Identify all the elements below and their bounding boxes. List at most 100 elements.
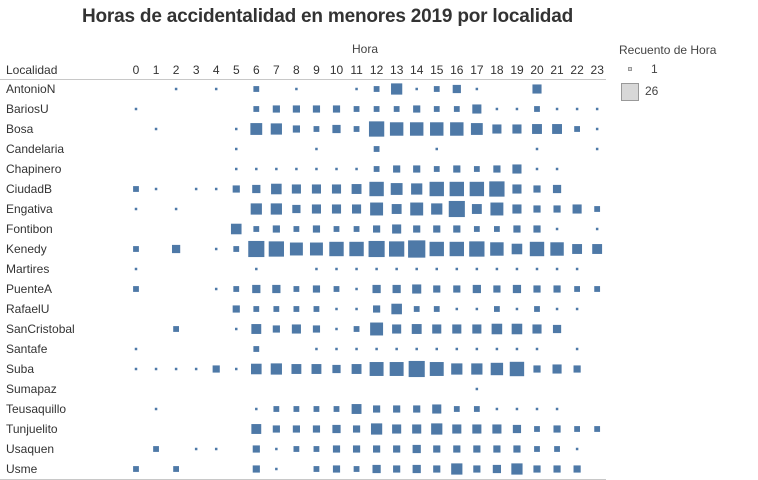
data-square: [475, 387, 479, 391]
data-square: [432, 404, 442, 414]
data-square: [173, 326, 179, 332]
hour-label: 12: [370, 63, 384, 77]
data-square: [235, 167, 238, 171]
data-square: [253, 306, 260, 312]
hour-label: 2: [173, 63, 180, 77]
data-square: [553, 465, 561, 473]
data-square: [594, 206, 601, 212]
data-square: [511, 243, 523, 255]
data-square: [311, 204, 321, 214]
data-square: [174, 207, 178, 211]
data-square: [352, 445, 361, 453]
data-square: [194, 367, 198, 371]
data-square: [495, 407, 499, 411]
data-square: [351, 184, 362, 194]
data-square: [595, 107, 599, 111]
row-label: Tunjuelito: [6, 422, 58, 436]
data-square: [412, 284, 422, 294]
data-square: [453, 285, 461, 293]
data-square: [513, 445, 521, 453]
data-square: [153, 446, 159, 452]
data-square: [535, 407, 539, 411]
data-square: [469, 181, 485, 197]
data-square: [373, 146, 380, 152]
data-square: [575, 267, 579, 271]
data-square: [250, 203, 262, 215]
data-square: [293, 446, 300, 452]
data-square: [270, 363, 282, 375]
data-square: [455, 347, 459, 351]
data-square: [194, 187, 198, 191]
data-square: [253, 226, 260, 232]
data-square: [472, 104, 482, 114]
data-square: [291, 364, 302, 374]
data-square: [448, 200, 465, 218]
data-square: [552, 364, 562, 374]
hour-label: 6: [253, 63, 260, 77]
data-square: [370, 202, 384, 216]
data-square: [389, 362, 404, 376]
data-square: [452, 84, 461, 94]
data-square: [432, 324, 442, 334]
data-square: [332, 124, 341, 134]
row-label: Kenedy: [6, 242, 47, 256]
data-square: [272, 325, 280, 333]
data-square: [572, 244, 583, 254]
data-square: [271, 183, 282, 195]
data-square: [492, 464, 502, 474]
data-square: [214, 287, 218, 291]
data-square: [275, 447, 278, 451]
data-square: [472, 424, 482, 434]
data-square: [433, 106, 440, 112]
data-square: [293, 406, 300, 412]
data-square: [373, 166, 380, 172]
data-square: [494, 226, 500, 232]
row-label: Santafe: [6, 342, 48, 356]
data-square: [235, 327, 238, 331]
data-square: [194, 447, 198, 451]
data-square: [214, 187, 218, 191]
row-label: AntonioN: [6, 82, 55, 96]
hour-label: 22: [570, 63, 584, 77]
data-square: [472, 324, 482, 334]
row-label: Usme: [6, 462, 38, 476]
data-square: [413, 165, 421, 173]
data-square: [293, 306, 300, 312]
data-square: [233, 246, 240, 252]
data-square: [309, 242, 323, 256]
data-square: [495, 347, 499, 351]
data-square: [369, 362, 384, 376]
data-square: [270, 203, 282, 215]
hour-label: 17: [470, 63, 484, 77]
data-square: [355, 267, 358, 271]
data-square: [251, 363, 262, 375]
data-square: [335, 307, 338, 311]
data-square: [395, 267, 398, 271]
data-square: [435, 147, 438, 151]
data-square: [493, 165, 501, 173]
data-square: [335, 347, 338, 351]
data-square: [275, 167, 278, 171]
data-square: [335, 267, 338, 271]
data-square: [494, 306, 500, 312]
x-header: Hora: [352, 42, 378, 56]
hour-label: 11: [350, 63, 363, 77]
data-square: [312, 325, 321, 333]
hour-label: 13: [390, 63, 404, 77]
data-square: [555, 107, 559, 111]
data-square: [429, 241, 444, 257]
data-square: [533, 185, 541, 193]
legend-row-min: 1: [619, 62, 754, 83]
data-square: [555, 267, 559, 271]
data-square: [415, 87, 418, 91]
data-square: [355, 87, 358, 91]
data-square: [431, 423, 443, 435]
data-square: [389, 241, 405, 257]
data-square: [533, 465, 541, 473]
row-label: Bosa: [6, 122, 34, 136]
data-square: [493, 445, 501, 453]
data-square: [329, 241, 344, 257]
data-square: [134, 367, 138, 371]
data-square: [293, 226, 300, 232]
data-square: [532, 324, 542, 334]
